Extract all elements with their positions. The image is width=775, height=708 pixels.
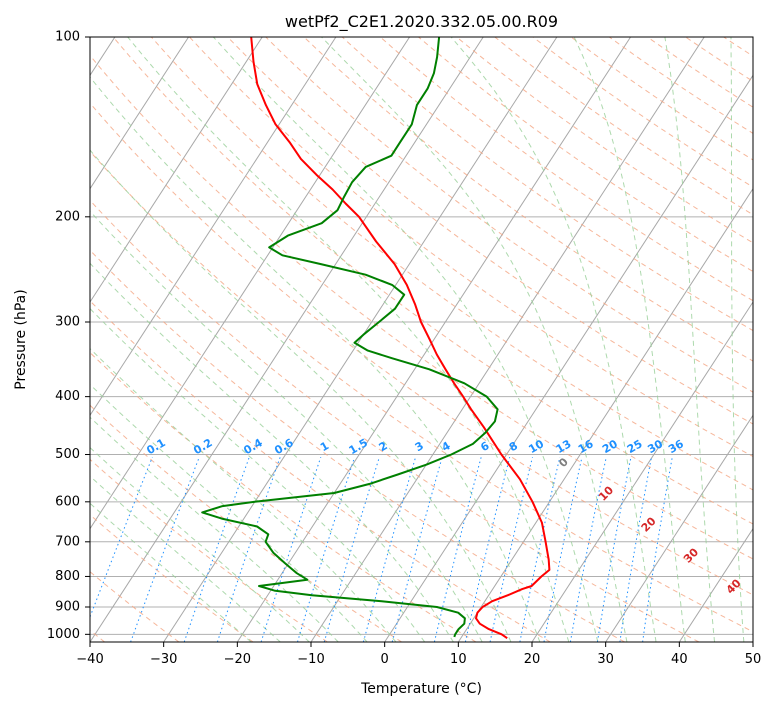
mixing-ratio-line	[433, 456, 482, 642]
y-tick-label: 800	[55, 569, 80, 584]
moist-adiabat-line	[90, 307, 426, 642]
plot-area: -100-90-80-70-60-50-40-30-20-100.10.20.4…	[90, 37, 753, 642]
dry-adiabat-line	[112, 37, 753, 525]
y-tick-label: 500	[55, 447, 80, 462]
mixing-ratio-line	[297, 456, 356, 642]
x-axis-label: Temperature (°C)	[360, 681, 482, 697]
isotherm-line	[310, 37, 705, 642]
mixing-ratio-line	[464, 456, 511, 642]
mixing-ratio-line	[216, 456, 281, 642]
x-tick-label: −10	[297, 652, 324, 667]
moist-adiabat-line	[90, 149, 512, 642]
dry-adiabat-line	[90, 514, 254, 642]
y-tick-label: 700	[55, 534, 80, 549]
x-tick-label: 10	[450, 652, 467, 667]
dry-adiabat-line	[456, 37, 753, 244]
x-axis-ticks: −40 −30 −20 −10 0 10 20 30 40 50	[76, 642, 761, 667]
isotherm-line	[90, 37, 263, 303]
moist-adiabat-line	[90, 502, 252, 642]
mixing-ratio-line	[90, 456, 153, 619]
x-tick-label: −30	[150, 652, 177, 667]
isotherm-line	[531, 301, 753, 642]
moist-adiabat-line	[321, 37, 628, 642]
moist-adiabat-line	[90, 475, 281, 642]
dry-adiabat-line	[90, 150, 753, 633]
y-tick-label: 1000	[47, 627, 80, 642]
moist-adiabat-line	[90, 383, 368, 642]
dry-adiabat-line	[494, 37, 753, 216]
dry-adiabat-line	[418, 37, 753, 273]
x-tick-label: 20	[524, 652, 541, 667]
dry-adiabat-line	[90, 102, 753, 596]
dry-adiabat-line	[90, 300, 551, 642]
mixing-ratio-line	[130, 456, 200, 642]
isotherm-line	[90, 37, 411, 530]
y-axis-ticks: 100 200 300 400 500 600 700 800 900 1000	[47, 30, 90, 642]
mixing-ratio-lines	[90, 456, 673, 642]
moist-adiabat-line	[664, 37, 715, 642]
x-tick-label: 30	[597, 652, 614, 667]
isotherm-line	[90, 37, 337, 417]
isotherm-line	[678, 527, 753, 642]
moist-adiabat-line	[90, 446, 310, 642]
y-tick-label: 200	[55, 209, 80, 224]
dry-adiabat-line	[90, 199, 700, 642]
mixing-ratio-line	[183, 456, 250, 642]
y-tick-label: 900	[55, 599, 80, 614]
isotherm-line	[457, 187, 753, 642]
mixing-ratio-line	[323, 456, 380, 642]
y-tick-label: 100	[55, 30, 80, 45]
moist-adiabat-line	[573, 37, 686, 642]
mixing-ratio-line	[362, 456, 417, 642]
sounding-traces	[201, 37, 551, 640]
temperature-trace	[250, 37, 551, 640]
isotherm-line	[90, 37, 190, 190]
moist-adiabat-line	[90, 416, 339, 642]
moist-adiabat-line	[730, 37, 745, 642]
y-axis-label: Pressure (hPa)	[13, 289, 29, 389]
dry-adiabat-line	[90, 249, 625, 642]
x-tick-label: −40	[76, 652, 103, 667]
x-tick-label: 40	[671, 652, 688, 667]
isotherm-line	[384, 74, 753, 642]
mixing-ratio-line	[519, 456, 561, 642]
moist-adiabat-line	[450, 37, 657, 642]
dry-adiabat-line	[379, 37, 753, 302]
y-tick-label: 600	[55, 494, 80, 509]
chart-title: wetPf2_C2E1.2020.332.05.00.R09	[285, 12, 558, 32]
x-tick-label: 50	[745, 652, 762, 667]
x-tick-label: 0	[381, 652, 389, 667]
moist-adiabat-line	[127, 37, 570, 642]
y-tick-label: 300	[55, 314, 80, 329]
dry-adiabat-lines	[90, 37, 753, 642]
isotherm-line	[236, 37, 632, 642]
moist-adiabat-lines	[90, 37, 745, 642]
dewpoint-trace	[201, 37, 499, 638]
moist-adiabat-line	[90, 262, 454, 642]
dry-adiabat-line	[90, 458, 328, 642]
isotherm-lines	[90, 37, 753, 642]
mixing-ratio-line	[260, 456, 322, 642]
moist-adiabat-line	[90, 347, 397, 642]
x-tick-label: −20	[224, 652, 251, 667]
isotherm-line	[605, 414, 753, 642]
isotherm-line	[90, 37, 484, 642]
moist-adiabat-line	[90, 210, 483, 642]
mixing-ratio-line	[391, 456, 443, 642]
y-tick-label: 400	[55, 389, 80, 404]
dry-adiabat-line	[90, 54, 753, 560]
plot-frame	[89, 36, 754, 643]
